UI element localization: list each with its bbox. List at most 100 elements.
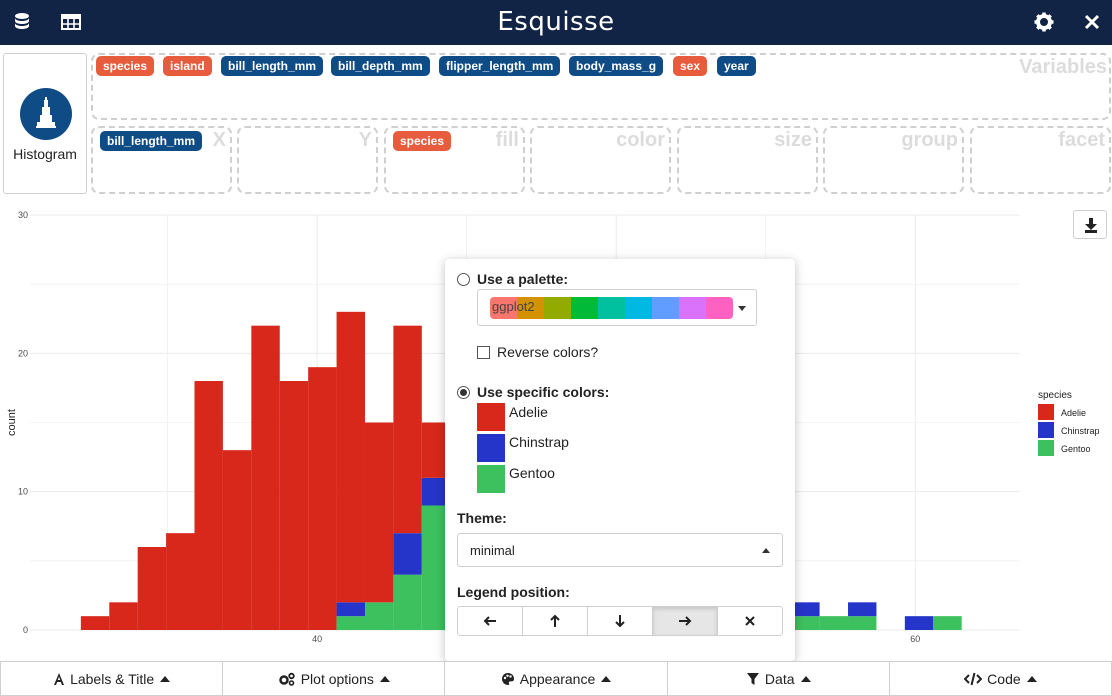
histogram-bar-adelie bbox=[336, 311, 365, 603]
x-tick-label: 60 bbox=[910, 634, 920, 644]
histogram-bar-adelie bbox=[109, 602, 138, 630]
variables-zone-label: Variables bbox=[1019, 56, 1107, 78]
legend-key-chinstrap bbox=[1038, 422, 1054, 438]
chip-x-bill-length-mm[interactable]: bill_length_mm bbox=[100, 131, 203, 151]
download-icon bbox=[1085, 218, 1097, 233]
x-zone-label: X bbox=[212, 129, 226, 151]
code-tab[interactable]: Code bbox=[888, 661, 1112, 696]
theme-value: minimal bbox=[470, 543, 515, 558]
x-tick-label: 40 bbox=[312, 634, 322, 644]
arrow-left-icon bbox=[483, 616, 496, 626]
adelie-color-picker[interactable] bbox=[477, 403, 505, 431]
caret-up-icon bbox=[762, 548, 770, 553]
appearance-popover: Use a palette: ggplot2 Reverse colors? U… bbox=[445, 259, 795, 661]
palette-swatch bbox=[571, 297, 598, 319]
data-label: Data bbox=[764, 670, 795, 687]
palette-icon bbox=[501, 672, 514, 685]
data-tab[interactable]: Data bbox=[666, 661, 889, 696]
chip-sex[interactable]: sex bbox=[673, 56, 708, 76]
use-palette-radio[interactable] bbox=[457, 273, 470, 286]
facet-dropzone[interactable]: facet bbox=[970, 126, 1111, 194]
geom-label: Histogram bbox=[13, 146, 77, 162]
database-icon[interactable] bbox=[11, 11, 33, 33]
color-dropzone[interactable]: color bbox=[530, 126, 671, 194]
code-label: Code bbox=[987, 670, 1021, 687]
gentoo-color-picker[interactable] bbox=[477, 465, 505, 493]
chip-species[interactable]: species bbox=[96, 56, 155, 76]
plot-options-tab[interactable]: Plot options bbox=[222, 661, 445, 696]
y-tick-label: 0 bbox=[23, 625, 28, 635]
caret-up-icon bbox=[601, 675, 612, 682]
legend-label: Adelie bbox=[1061, 408, 1086, 418]
legend-title: species bbox=[1038, 390, 1072, 401]
legend-top-button[interactable] bbox=[523, 607, 588, 635]
chip-flipper-length-mm[interactable]: flipper_length_mm bbox=[439, 56, 561, 76]
legend-left-button[interactable] bbox=[458, 607, 523, 635]
chip-bill-depth-mm[interactable]: bill_depth_mm bbox=[331, 56, 430, 76]
chip-year[interactable]: year bbox=[717, 56, 756, 76]
caret-up-icon bbox=[1026, 675, 1037, 682]
palette-swatch bbox=[679, 297, 706, 319]
filter-icon bbox=[746, 672, 759, 685]
close-icon[interactable] bbox=[1081, 11, 1103, 33]
histogram-bar-chinstrap bbox=[393, 533, 422, 575]
y-dropzone[interactable]: Y bbox=[237, 126, 378, 194]
legend-right-button[interactable] bbox=[653, 607, 718, 635]
appearance-label: Appearance bbox=[519, 670, 596, 687]
labels-title-tab[interactable]: Labels & Title bbox=[0, 661, 223, 696]
y-tick-label: 10 bbox=[18, 487, 28, 497]
chip-island[interactable]: island bbox=[163, 56, 212, 76]
chip-fill-species[interactable]: species bbox=[393, 131, 452, 151]
histogram-bar-adelie bbox=[251, 325, 280, 630]
histogram-bar-chinstrap bbox=[791, 602, 820, 617]
chip-bill-length-mm[interactable]: bill_length_mm bbox=[221, 56, 324, 76]
arrow-right-icon bbox=[679, 616, 692, 626]
palette-select[interactable]: ggplot2 bbox=[477, 289, 757, 326]
histogram-bar-adelie bbox=[308, 367, 337, 630]
histogram-bar-gentoo bbox=[819, 616, 849, 630]
use-palette-label: Use a palette: bbox=[477, 271, 569, 287]
histogram-bar-adelie bbox=[364, 422, 394, 603]
size-dropzone[interactable]: size bbox=[677, 126, 818, 194]
histogram-bar-adelie bbox=[194, 381, 223, 630]
palette-swatch bbox=[706, 297, 733, 319]
histogram-bar-chinstrap bbox=[336, 602, 365, 617]
gear-icon[interactable] bbox=[1033, 11, 1055, 33]
histogram-bar-gentoo bbox=[848, 616, 877, 630]
palette-swatch bbox=[598, 297, 625, 319]
histogram-bar-gentoo bbox=[791, 616, 820, 630]
chip-body-mass-g[interactable]: body_mass_g bbox=[569, 56, 664, 76]
code-icon bbox=[964, 672, 983, 685]
bottom-toolbar: Labels & Title Plot options Appearance D… bbox=[0, 661, 1112, 696]
legend-bottom-button[interactable] bbox=[588, 607, 653, 635]
histogram-bar-gentoo bbox=[393, 574, 422, 630]
y-tick-label: 20 bbox=[18, 348, 28, 358]
color-zone-label: color bbox=[616, 129, 665, 151]
geom-selector-button[interactable]: Histogram bbox=[3, 53, 87, 194]
legend-position-group bbox=[457, 606, 783, 636]
palette-strip bbox=[490, 297, 733, 319]
chinstrap-color-label: Chinstrap bbox=[509, 434, 569, 450]
legend-key-gentoo bbox=[1038, 440, 1054, 456]
palette-swatch bbox=[490, 297, 517, 319]
theme-label: Theme: bbox=[457, 510, 507, 526]
size-zone-label: size bbox=[774, 129, 812, 151]
use-specific-colors-radio[interactable] bbox=[457, 386, 470, 399]
reverse-colors-checkbox[interactable] bbox=[477, 346, 490, 359]
legend-none-button[interactable] bbox=[718, 607, 782, 635]
arrow-down-icon bbox=[615, 615, 625, 628]
arrow-up-icon bbox=[550, 614, 560, 627]
export-button[interactable] bbox=[1073, 210, 1107, 239]
histogram-bar-gentoo bbox=[933, 616, 962, 630]
table-icon[interactable] bbox=[60, 11, 82, 33]
chinstrap-color-picker[interactable] bbox=[477, 434, 505, 462]
gentoo-color-label: Gentoo bbox=[509, 465, 555, 481]
group-dropzone[interactable]: group bbox=[823, 126, 964, 194]
theme-select[interactable]: minimal bbox=[457, 533, 783, 567]
appearance-tab[interactable]: Appearance bbox=[444, 661, 667, 696]
times-icon bbox=[745, 616, 755, 626]
legend-label: Chinstrap bbox=[1061, 426, 1100, 436]
histogram-bar-gentoo bbox=[364, 602, 394, 630]
y-tick-label: 30 bbox=[18, 210, 28, 220]
facet-zone-label: facet bbox=[1058, 129, 1105, 151]
